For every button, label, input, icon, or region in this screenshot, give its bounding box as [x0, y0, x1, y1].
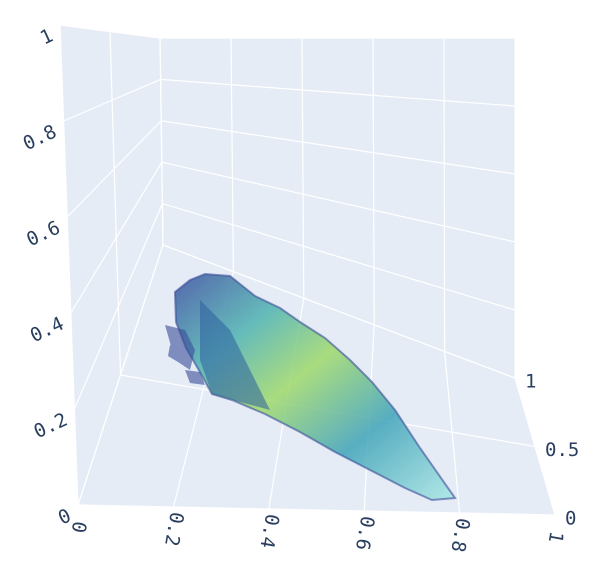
grid-line [63, 78, 161, 122]
grid-line [77, 504, 556, 516]
x-tick-label: 0.6 [351, 514, 379, 552]
grid-line [301, 37, 305, 299]
grid-line [59, 24, 161, 39]
z-tick-label: 0.6 [23, 217, 63, 251]
grid-line [162, 203, 516, 311]
x-tick-label: 1 [544, 530, 568, 545]
isosurface [165, 272, 457, 502]
isosurface-fragment [165, 325, 205, 385]
grid-line [372, 37, 375, 325]
grid-line [109, 31, 122, 376]
y-tick-label: 0.5 [545, 439, 579, 461]
grid-line [70, 161, 163, 314]
z-tick-label: 0.4 [27, 313, 67, 347]
isosurface-shade [200, 300, 270, 410]
grid-line [59, 24, 79, 506]
grid-line [160, 78, 516, 107]
z-tick-label: 0.8 [20, 121, 60, 155]
y-tick-label: 1 [525, 371, 536, 393]
grid-line [161, 161, 516, 243]
grid-line [77, 244, 164, 506]
grid-line [161, 120, 516, 175]
z-tick-label: 0 [55, 505, 75, 530]
grid-line [159, 37, 164, 246]
x-tick-label: 0.4 [255, 512, 283, 550]
y-tick-label: 0 [565, 508, 576, 530]
z-tick-label: 0.2 [30, 409, 70, 443]
grid-line [73, 203, 163, 410]
x-tick-label: 0.8 [446, 516, 474, 554]
grid-line [443, 37, 446, 352]
grid-line [66, 120, 162, 218]
back-wall [160, 38, 515, 378]
x-tick-label: 0.2 [160, 510, 188, 548]
x-tick-label: 0 [67, 520, 91, 535]
grid-line [230, 37, 234, 272]
grid-line [162, 244, 516, 379]
z-tick-label: 1 [37, 25, 57, 50]
grid [59, 24, 556, 516]
